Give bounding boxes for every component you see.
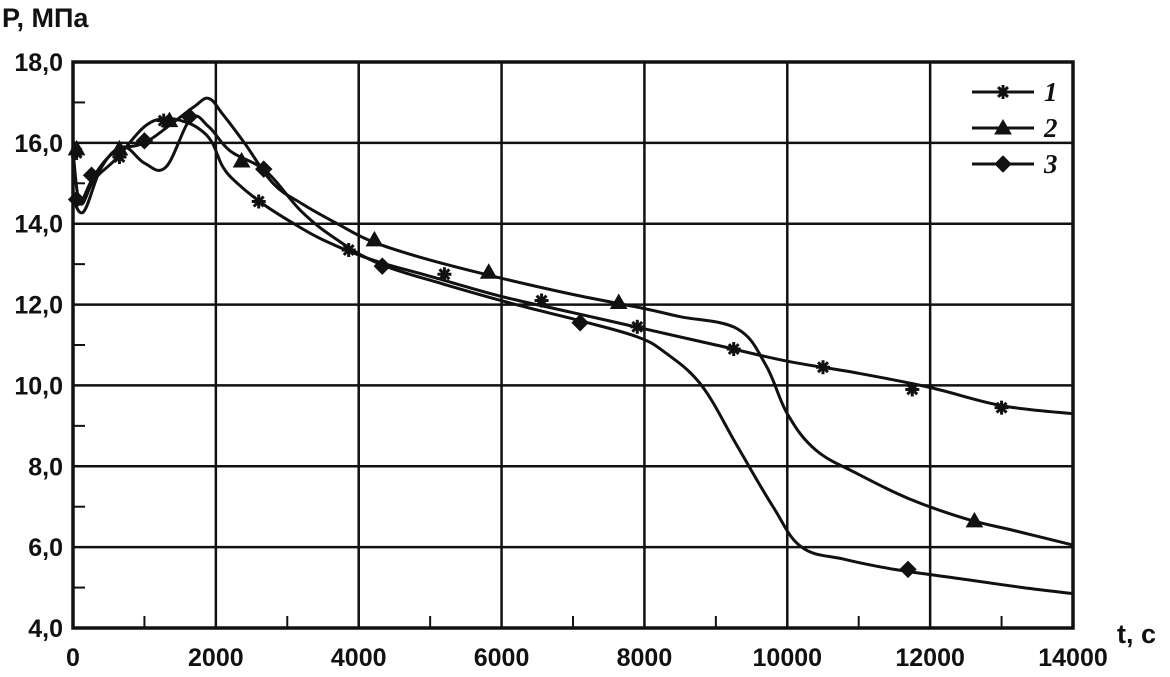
legend-item-1: 1 [972, 77, 1058, 107]
grid-lines [71, 60, 1075, 630]
series-3-marker [82, 166, 101, 184]
series-2-marker [609, 293, 628, 310]
plot-frame [71, 60, 1075, 630]
y-axis-tick-labels: 4,0 6,0 8,0 10,0 12,0 14,0 16,0 18,0 [14, 49, 63, 643]
series-line-1 [71, 116, 1075, 416]
y-tick-label-6: 16,0 [14, 130, 63, 158]
x-tick-label-3: 6000 [474, 644, 530, 672]
x-tick-label-0: 0 [66, 644, 80, 672]
legend: 1 2 3 [972, 77, 1058, 179]
series-2-marker [67, 139, 86, 156]
series-3-marker [571, 314, 589, 332]
legend-marker-2 [994, 118, 1012, 135]
y-tick-label-1: 6,0 [28, 534, 63, 562]
x-axis-title: t, c [1117, 619, 1156, 649]
series-1-marker [905, 382, 920, 397]
y-tick-label-2: 8,0 [28, 453, 63, 481]
x-tick-label-7: 14000 [1038, 644, 1108, 672]
data-series [71, 96, 1075, 596]
legend-marker-1 [996, 85, 1010, 99]
series-3-marker [255, 160, 273, 178]
x-tick-label-2: 4000 [331, 644, 387, 672]
legend-item-3: 3 [972, 149, 1058, 179]
legend-label-3: 3 [1043, 149, 1058, 179]
minor-ticks [73, 101, 1003, 628]
x-axis-tick-labels: 0 2000 4000 6000 8000 10000 12000 14000 [66, 644, 1108, 672]
series-line-2 [71, 96, 1075, 547]
legend-item-2: 2 [972, 113, 1058, 143]
y-tick-label-4: 12,0 [14, 292, 63, 320]
series-3-marker [180, 107, 199, 126]
series-2-marker [232, 152, 251, 168]
legend-marker-3 [994, 155, 1012, 173]
y-tick-label-7: 18,0 [14, 49, 63, 77]
series-2-marker [365, 230, 384, 247]
series-3-marker [373, 257, 391, 275]
series-1-marker [726, 342, 741, 357]
y-tick-label-3: 10,0 [14, 372, 63, 400]
series-1-marker [251, 194, 266, 209]
x-tick-label-4: 8000 [617, 644, 673, 672]
series-line-3 [71, 114, 1075, 596]
series-3-marker [135, 132, 154, 150]
x-tick-label-1: 2000 [188, 644, 244, 672]
series-1-marker [534, 293, 549, 308]
series-1-marker [816, 360, 830, 375]
y-tick-label-0: 4,0 [28, 615, 63, 643]
series-2-marker [160, 111, 179, 128]
y-axis-title: P, МПа [2, 3, 89, 33]
series-2-marker [479, 263, 498, 279]
x-tick-label-6: 12000 [895, 644, 965, 672]
series-2-marker [965, 511, 984, 528]
series-1-marker [341, 242, 356, 257]
y-tick-label-5: 14,0 [14, 211, 63, 239]
series-3-marker [67, 190, 86, 209]
x-tick-label-5: 10000 [753, 644, 823, 672]
series-1-marker [437, 267, 452, 282]
series-1-marker [630, 319, 645, 334]
legend-label-1: 1 [1044, 77, 1058, 107]
legend-label-2: 2 [1043, 113, 1058, 143]
data-markers [67, 107, 1009, 579]
series-1-marker [994, 400, 1009, 415]
series-2-marker [110, 139, 129, 156]
series-3-marker [899, 560, 917, 579]
